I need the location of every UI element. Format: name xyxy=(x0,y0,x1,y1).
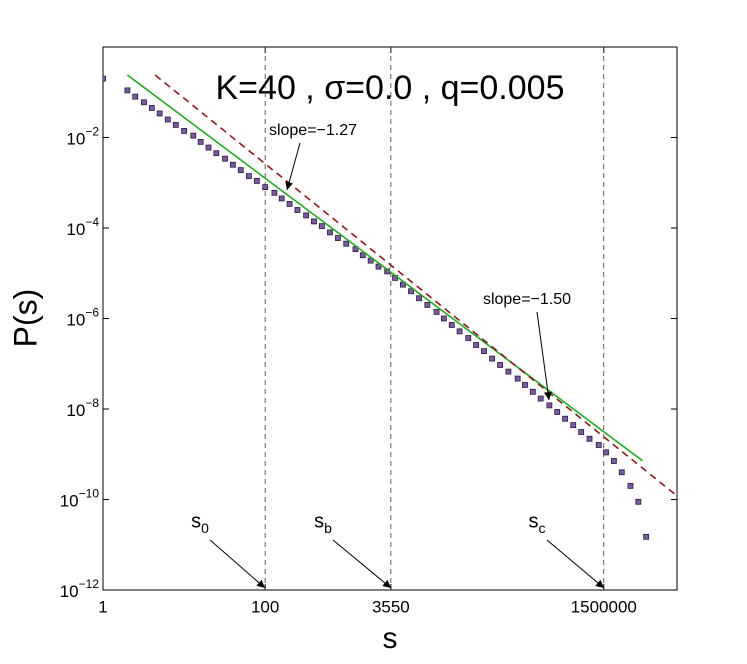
data-point xyxy=(229,161,236,168)
data-point xyxy=(522,382,528,388)
data-point xyxy=(416,295,422,302)
data-point xyxy=(141,99,147,106)
data-point xyxy=(271,189,278,196)
chart-title: K=40 , σ=0.0 , q=0.005 xyxy=(216,69,565,107)
data-point xyxy=(595,442,602,448)
data-point xyxy=(514,375,521,382)
data-point xyxy=(554,409,561,415)
y-tick-label: 10−8 xyxy=(66,396,99,420)
data-point xyxy=(578,429,585,435)
data-point xyxy=(172,121,179,128)
y-tick-label: 10−12 xyxy=(60,577,100,601)
data-point xyxy=(237,167,244,174)
data-point xyxy=(190,132,197,139)
data-point xyxy=(456,328,463,335)
annotation-arrow xyxy=(546,539,605,589)
data-point xyxy=(424,301,431,308)
data-point xyxy=(148,105,155,111)
y-tick-label: 10−4 xyxy=(66,215,99,239)
data-point xyxy=(359,252,366,259)
plot-area xyxy=(103,47,677,590)
annotation-arrow xyxy=(536,311,552,401)
data-point xyxy=(103,75,106,82)
annotation: slope=−1.50 xyxy=(483,291,571,308)
data-point xyxy=(343,240,350,247)
y-tick-label: 10−10 xyxy=(60,487,100,511)
annotation-arrow xyxy=(209,539,266,589)
data-point xyxy=(408,288,414,295)
data-point xyxy=(262,184,269,191)
plot-frame xyxy=(102,46,678,591)
data-point xyxy=(164,116,171,123)
data-point xyxy=(473,342,480,348)
data-point xyxy=(245,173,252,180)
y-axis-label: P(s) xyxy=(7,289,43,348)
x-axis-label: s xyxy=(383,622,398,655)
data-point xyxy=(440,315,447,322)
data-point xyxy=(603,449,609,456)
data-point xyxy=(627,482,634,489)
fit-line xyxy=(126,74,643,462)
x-tick-label: 1500000 xyxy=(571,597,637,616)
data-point xyxy=(546,402,553,409)
data-point xyxy=(448,322,455,328)
fit-line xyxy=(154,74,677,497)
data-point xyxy=(132,93,139,100)
data-point xyxy=(375,263,382,270)
data-point xyxy=(618,469,625,476)
data-point xyxy=(433,308,440,315)
data-point xyxy=(611,458,617,464)
data-point xyxy=(497,362,504,368)
data-point xyxy=(489,355,496,362)
annotation-arrow xyxy=(285,142,301,191)
data-point xyxy=(318,223,325,230)
x-tick-label: 100 xyxy=(251,597,279,616)
data-point xyxy=(562,415,568,422)
data-point xyxy=(181,127,187,134)
data-point xyxy=(205,144,212,151)
annotation: slope=−1.27 xyxy=(269,122,357,139)
data-point xyxy=(156,110,163,117)
data-point xyxy=(197,138,204,145)
data-point xyxy=(570,422,577,429)
data-point xyxy=(327,229,333,236)
data-point xyxy=(635,498,642,505)
y-tick-label: 10−2 xyxy=(66,125,99,149)
data-point xyxy=(335,235,341,241)
x-tick-label: 1 xyxy=(98,597,107,616)
data-point xyxy=(481,348,487,355)
data-point xyxy=(124,87,131,94)
y-tick-label: 10−6 xyxy=(66,306,99,330)
data-point xyxy=(465,335,472,341)
data-point xyxy=(311,218,317,225)
data-point xyxy=(529,388,536,395)
data-point xyxy=(643,533,650,540)
data-point xyxy=(213,150,220,157)
data-point xyxy=(294,207,301,213)
data-point xyxy=(278,195,285,202)
data-point xyxy=(222,155,228,162)
data-point xyxy=(505,368,512,375)
data-point xyxy=(537,395,544,402)
data-point xyxy=(586,435,593,442)
x-tick-label: 3550 xyxy=(372,597,410,616)
data-point xyxy=(286,201,293,207)
annotation-arrow xyxy=(332,539,392,589)
data-point xyxy=(253,177,260,184)
data-point xyxy=(303,212,310,219)
